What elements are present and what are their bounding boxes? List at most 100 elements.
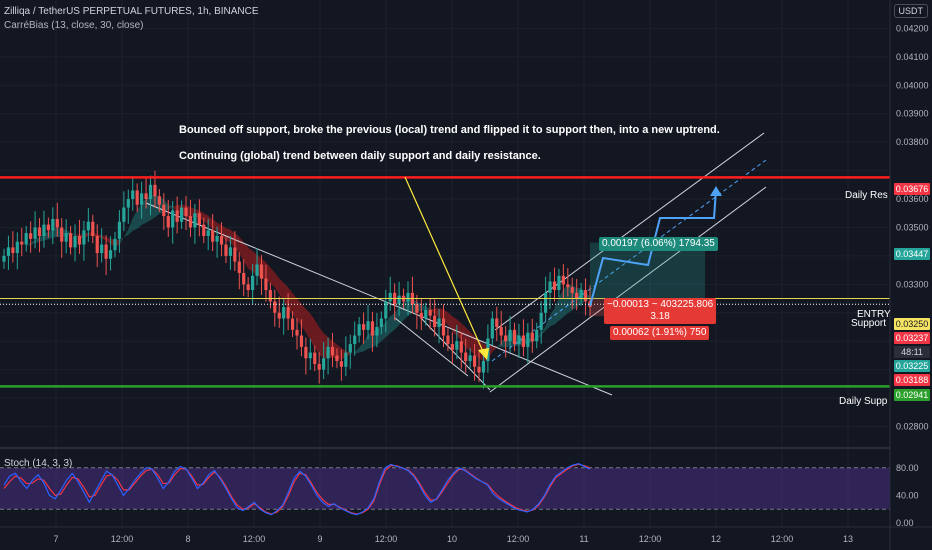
candle-body [242, 272, 246, 285]
cloud-segment [168, 204, 173, 210]
stoch-k-line [3, 463, 591, 516]
candle-body [437, 318, 441, 327]
time-tick-label: 7 [53, 534, 58, 544]
candle-body [91, 221, 95, 237]
candle-body [86, 221, 90, 231]
candle-body [290, 318, 295, 330]
currency-button[interactable]: USDT [893, 4, 928, 18]
candle-body [428, 309, 432, 316]
cloud-segment [141, 199, 147, 226]
candle-body [583, 290, 588, 302]
price-tick-label: 0.03900 [896, 109, 929, 119]
annotation-line-1[interactable]: Bounced off support, broke the previous … [179, 124, 720, 136]
candle-body [504, 335, 508, 342]
candle-body [171, 210, 175, 228]
candle-body [224, 244, 228, 256]
candle-body [539, 312, 543, 330]
cloud-segment [48, 229, 53, 240]
stop-box[interactable]: 0.00062 (1.91%) 750 [610, 326, 710, 340]
candle-body [24, 233, 28, 245]
candle-body [131, 190, 135, 200]
candle-body [246, 284, 250, 291]
cloud-segment [470, 331, 475, 355]
countdown-tag: 48:11 [894, 346, 930, 358]
daily-supp-label: Daily Supp [839, 396, 888, 407]
candle-body [286, 307, 290, 319]
candle-body [477, 366, 481, 373]
cloud-segment [305, 309, 311, 341]
cloud-segment [292, 293, 297, 321]
candle-body [282, 307, 286, 319]
candle-body [188, 216, 193, 228]
candle-body [455, 341, 459, 350]
candle-body [206, 230, 210, 237]
candle-body [344, 352, 348, 367]
cloud-segment [465, 327, 471, 351]
cloud-segment [390, 313, 395, 334]
stochastic-pane: 0.00 40.00 80.00 [0, 463, 919, 528]
cloud-segment [363, 334, 369, 352]
candle-body [472, 355, 477, 367]
cloud-segment [225, 228, 231, 243]
candle-body [308, 352, 312, 359]
cloud-segment [314, 319, 320, 355]
cloud-segment [132, 210, 138, 231]
cloud-segment [474, 336, 480, 359]
candle-body [82, 230, 86, 245]
cloud-segment [297, 298, 302, 327]
candle-body [20, 241, 24, 245]
local-channel-upper [394, 317, 469, 377]
indicator-legend[interactable]: CarréBias (13, close, 30, close) [4, 20, 144, 31]
candle-body [317, 363, 321, 370]
uptrend-channel-lower [489, 186, 767, 393]
stop-price-tag: 0.03237 [894, 332, 930, 344]
candle-body [104, 244, 108, 259]
cloud-segment [310, 313, 315, 348]
cloud-segment [439, 308, 444, 321]
position-profit-zone [590, 242, 705, 299]
candle-body [42, 224, 46, 237]
time-tick-label: 8 [185, 534, 190, 544]
cloud-segment [239, 236, 244, 262]
target-price-tag: 0.03447 [894, 248, 930, 260]
time-tick-label: 12:00 [243, 534, 266, 544]
cloud-segment [425, 306, 431, 310]
stoch-legend[interactable]: Stoch (14, 3, 3) [4, 458, 73, 469]
candle-body [406, 292, 410, 302]
candle-body [481, 361, 486, 373]
cloud-segment [447, 312, 453, 332]
candle-body [530, 332, 534, 342]
candle-body [148, 184, 153, 200]
cloud-segment [452, 316, 457, 337]
cloud-segment [243, 242, 249, 269]
candle-body [251, 275, 255, 291]
target-box[interactable]: 0.00197 (6.06%) 1794.35 [599, 237, 718, 251]
annotation-arrow [404, 176, 486, 357]
candle-body [162, 204, 166, 217]
time-tick-label: 12:00 [507, 534, 530, 544]
candle-body [2, 255, 6, 262]
candle-body [508, 329, 512, 342]
candle-body [37, 227, 42, 237]
annotation-line-2[interactable]: Continuing (global) trend between daily … [179, 150, 541, 162]
candle-body [304, 346, 308, 359]
cloud-segment [146, 195, 151, 223]
cloud-segment [203, 213, 209, 225]
candle-body [166, 216, 170, 228]
candle-body [144, 193, 148, 200]
entry-box[interactable]: −0.00013 ~ 403225.806 3.18 [604, 298, 717, 324]
cloud-segment [496, 342, 502, 348]
cloud-segment [421, 304, 426, 312]
candle-body [375, 326, 379, 336]
candle-body [579, 290, 583, 299]
local-channel-lower [420, 317, 491, 391]
cloud-segment [106, 237, 111, 245]
candle-body [366, 321, 370, 330]
cloud-segment [385, 316, 391, 338]
cloud-segment [221, 225, 226, 241]
candle-body [117, 221, 122, 239]
price-tick-label: 0.04100 [896, 52, 929, 62]
candle-body [441, 318, 446, 336]
cloud-segment [550, 308, 555, 327]
